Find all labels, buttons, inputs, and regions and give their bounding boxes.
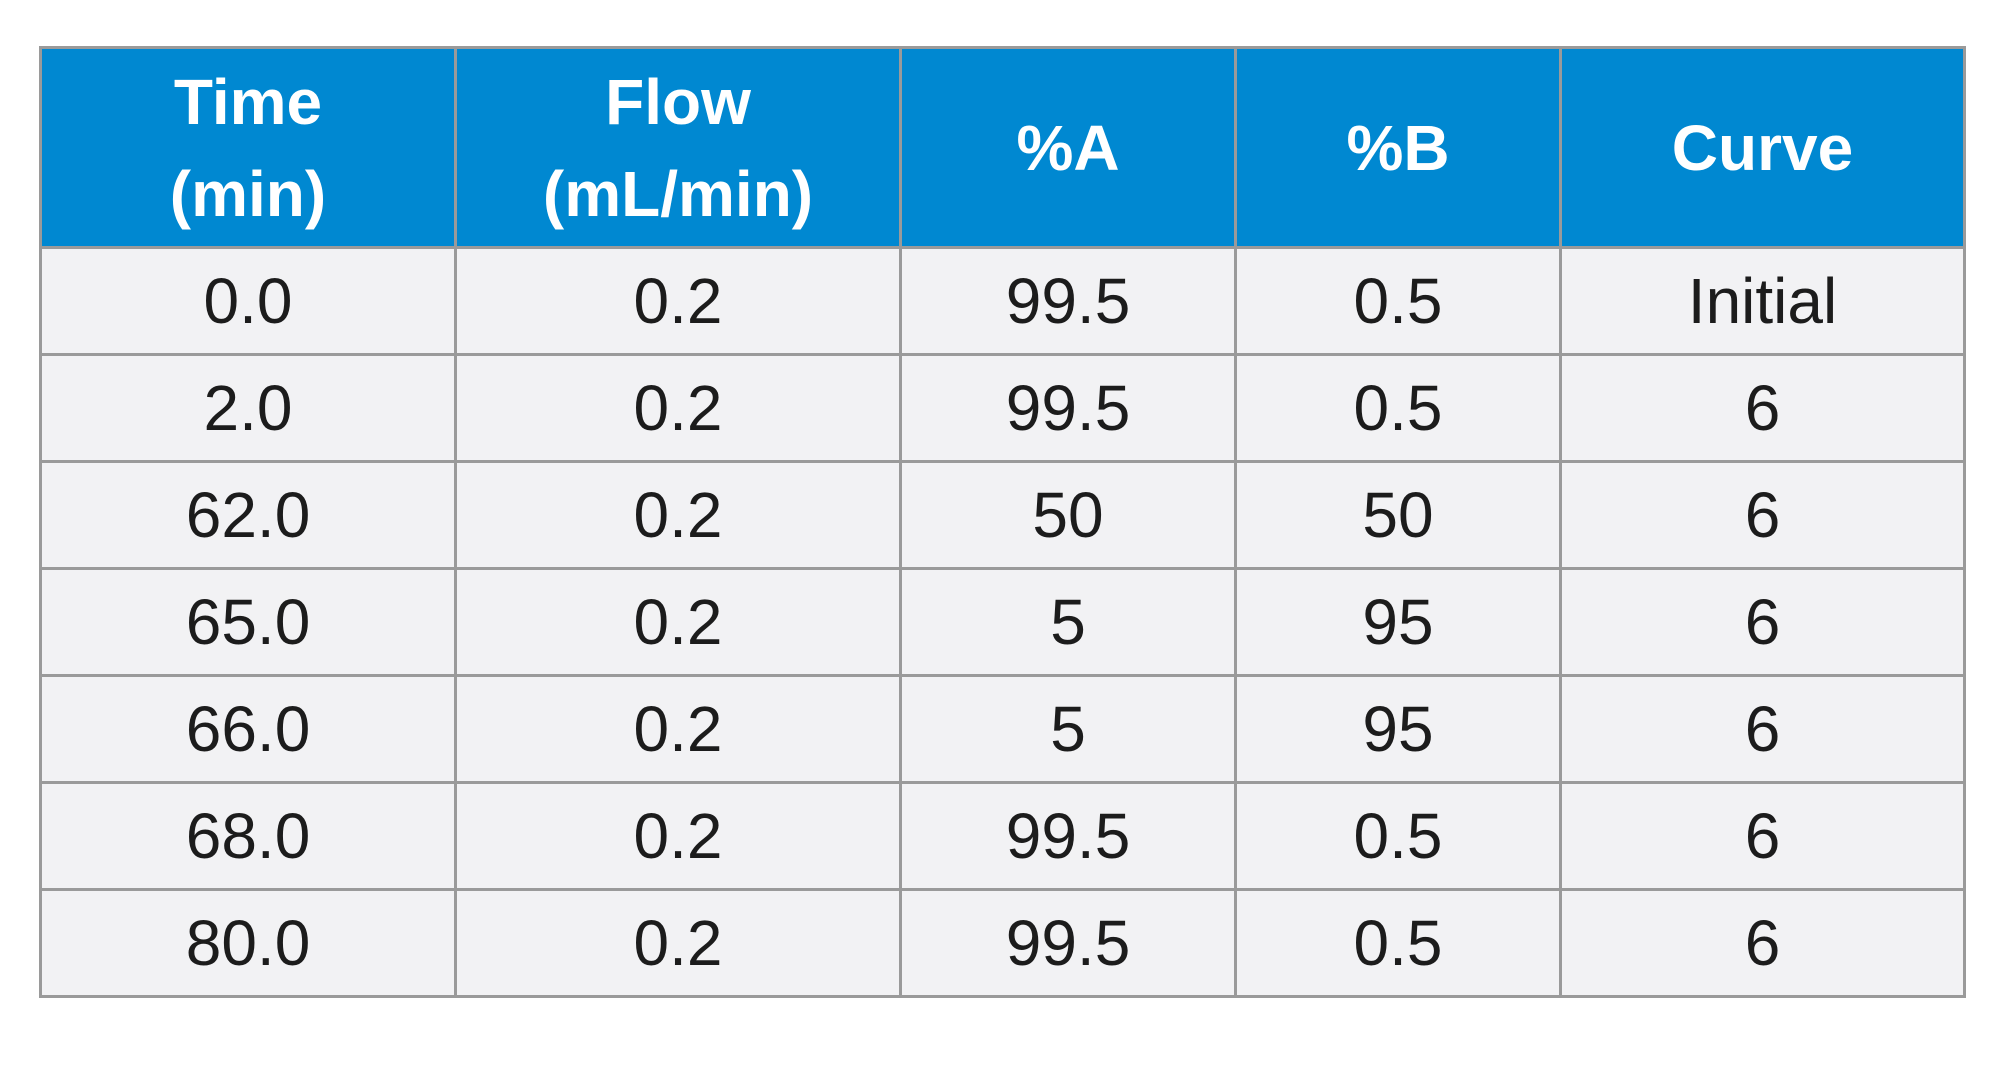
cell-time: 68.0 [39,781,457,891]
cell-curve: Initial [1559,246,1966,356]
header-flow: Flow (mL/min) [454,46,902,249]
header-percent-b: %B [1234,46,1562,249]
cell-curve: 6 [1559,460,1966,570]
cell-percent-b: 95 [1234,674,1562,784]
header-percent-a: %A [899,46,1237,249]
cell-time: 65.0 [39,567,457,677]
cell-curve: 6 [1559,674,1966,784]
table-header: Time (min) Flow (mL/min) %A %B Curve [39,46,1966,249]
header-time: Time (min) [39,46,457,249]
cell-flow: 0.2 [454,674,902,784]
gradient-table-container: Time (min) Flow (mL/min) %A %B Curve [39,46,1966,998]
header-percent-b-label: %B [1346,111,1450,184]
cell-curve: 6 [1559,567,1966,677]
cell-curve: 6 [1559,888,1966,998]
cell-curve: 6 [1559,781,1966,891]
table-row: 65.0 0.2 5 95 6 [39,567,1966,677]
table-row: 2.0 0.2 99.5 0.5 6 [39,353,1966,463]
cell-flow: 0.2 [454,567,902,677]
cell-time: 66.0 [39,674,457,784]
header-flow-label: Flow [605,65,751,138]
cell-flow: 0.2 [454,460,902,570]
cell-percent-a: 99.5 [899,781,1237,891]
cell-flow: 0.2 [454,353,902,463]
gradient-table: Time (min) Flow (mL/min) %A %B Curve [39,46,1966,998]
header-curve-label: Curve [1671,111,1854,184]
cell-percent-a: 50 [899,460,1237,570]
cell-percent-b: 50 [1234,460,1562,570]
header-percent-a-label: %A [1016,111,1120,184]
cell-percent-a: 5 [899,567,1237,677]
cell-flow: 0.2 [454,888,902,998]
cell-percent-b: 95 [1234,567,1562,677]
table-body: 0.0 0.2 99.5 0.5 Initial 2.0 0.2 99.5 0.… [39,246,1966,998]
cell-percent-a: 99.5 [899,246,1237,356]
cell-curve: 6 [1559,353,1966,463]
cell-time: 0.0 [39,246,457,356]
cell-percent-b: 0.5 [1234,781,1562,891]
cell-percent-a: 5 [899,674,1237,784]
cell-percent-b: 0.5 [1234,888,1562,998]
header-curve: Curve [1559,46,1966,249]
cell-time: 62.0 [39,460,457,570]
cell-time: 2.0 [39,353,457,463]
table-row: 62.0 0.2 50 50 6 [39,460,1966,570]
cell-flow: 0.2 [454,246,902,356]
cell-percent-a: 99.5 [899,888,1237,998]
table-row: 66.0 0.2 5 95 6 [39,674,1966,784]
header-flow-unit: (mL/min) [542,157,814,230]
table-row: 0.0 0.2 99.5 0.5 Initial [39,246,1966,356]
cell-time: 80.0 [39,888,457,998]
cell-flow: 0.2 [454,781,902,891]
header-time-unit: (min) [169,157,327,230]
cell-percent-a: 99.5 [899,353,1237,463]
table-row: 68.0 0.2 99.5 0.5 6 [39,781,1966,891]
header-time-label: Time [173,65,323,138]
header-row: Time (min) Flow (mL/min) %A %B Curve [39,46,1966,249]
table-row: 80.0 0.2 99.5 0.5 6 [39,888,1966,998]
cell-percent-b: 0.5 [1234,353,1562,463]
cell-percent-b: 0.5 [1234,246,1562,356]
